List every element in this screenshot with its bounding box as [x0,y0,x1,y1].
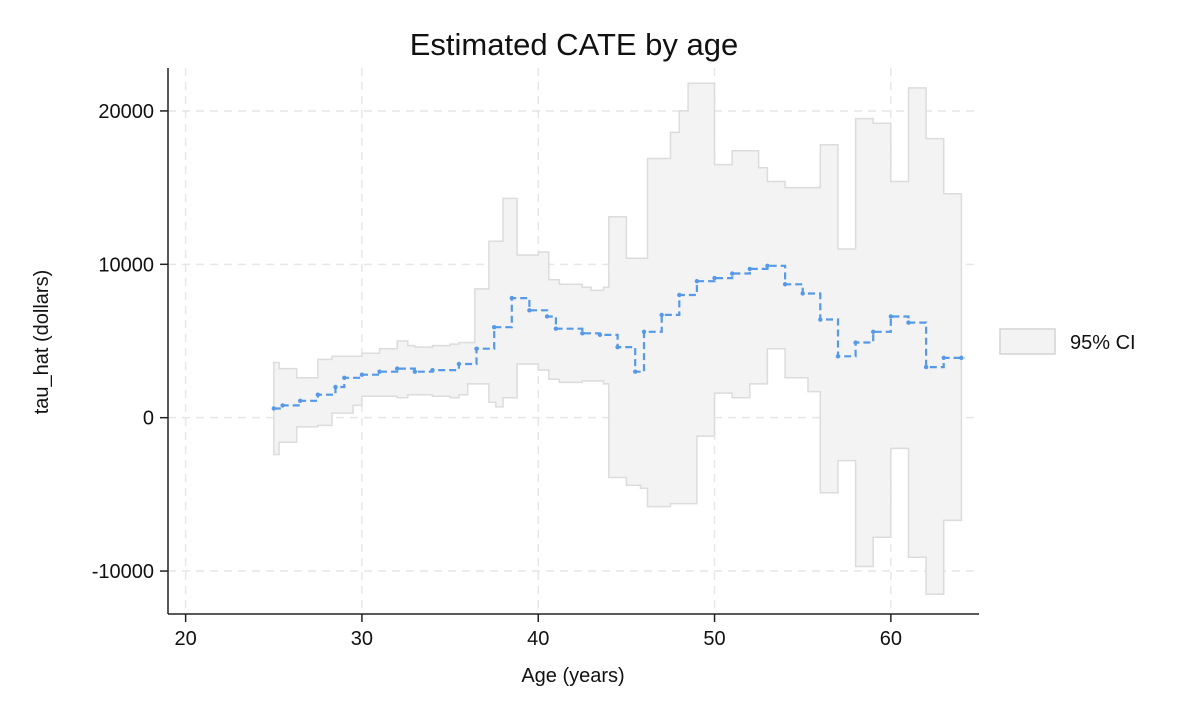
cate-point [509,295,514,301]
cate-point [923,364,929,370]
cate-point [941,355,946,361]
cate-point [280,403,285,408]
cate-point [333,384,338,390]
y-tick-label: -10000 [92,561,154,583]
y-tick-label: 10000 [98,254,154,276]
x-tick-label: 50 [703,628,725,650]
cate-point [747,266,753,272]
cate-point [553,326,559,331]
cate-point [615,344,620,350]
cate-point [342,375,347,381]
cate-point [888,314,894,319]
cate-point [474,346,479,351]
estimate-line-layer [271,263,965,411]
cate-point [527,308,532,313]
y-tick-label: 20000 [98,101,154,123]
tick-marks [160,110,892,622]
cate-point [835,354,841,359]
cate-point [800,291,805,296]
cate-point [359,372,365,377]
legend: 95% CI [999,328,1136,355]
axes [167,68,979,615]
cate-point [959,355,964,361]
tick-labels: 20 30 40 50 60 -10000 0 10000 20000 [92,101,902,650]
x-tick-label: 20 [175,628,197,650]
cate-point [871,329,876,334]
legend-swatch-ci [999,328,1056,355]
cate-point [729,271,735,276]
legend-label-ci: 95% CI [1070,332,1136,354]
cate-point [782,282,788,287]
cate-point [765,263,770,269]
cate-point [818,317,823,322]
chart-title: Estimated CATE by age [410,27,739,62]
cate-point [641,329,647,334]
cate-point [430,367,435,373]
x-axis-title: Age (years) [521,665,624,687]
x-tick-label: 30 [351,628,373,650]
cate-point [853,340,858,345]
cate-point [677,292,682,298]
cate-point [271,406,276,411]
cate-point [412,369,418,374]
cate-point [456,361,462,367]
cate-point [633,369,638,374]
cate-point [298,398,303,404]
x-tick-label: 40 [527,628,549,650]
cate-point [580,331,585,336]
cate-point [906,320,911,325]
y-tick-label: 0 [143,408,154,430]
cate-point [597,332,603,338]
cate-point [377,369,382,374]
cate-point [491,324,497,330]
cate-point [315,392,321,397]
cate-point [712,275,717,281]
x-tick-label: 60 [880,628,902,650]
y-axis-title: tau_hat (dollars) [31,270,53,415]
cate-point [694,278,700,284]
cate-point [659,312,664,318]
cate-point [394,366,400,371]
cate-point [544,314,550,319]
